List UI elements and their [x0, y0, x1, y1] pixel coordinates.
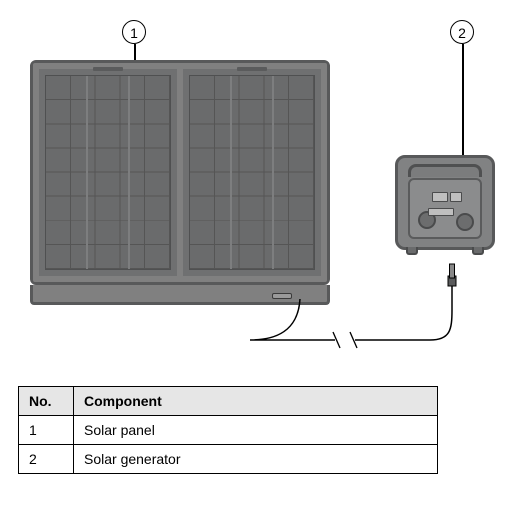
table-row: 1 Solar panel — [19, 416, 438, 445]
generator-face — [408, 178, 482, 239]
table-cell-component: Solar generator — [74, 445, 438, 474]
table-cell-no: 1 — [19, 416, 74, 445]
components-table: No. Component 1 Solar panel 2 Solar gene… — [18, 386, 438, 474]
generator-slot-2 — [450, 192, 462, 202]
callout-1: 1 — [122, 20, 146, 44]
callout-1-label: 1 — [130, 25, 138, 41]
components-diagram: 1 2 — [0, 0, 527, 360]
solar-panel-right — [180, 63, 327, 282]
generator-foot-right — [472, 247, 484, 255]
callout-2-leader — [462, 44, 464, 156]
generator-slot-3 — [428, 208, 454, 216]
table-header-row: No. Component — [19, 387, 438, 416]
solar-panel — [30, 60, 330, 305]
solar-generator — [395, 155, 495, 250]
table-header-no: No. — [19, 387, 74, 416]
callout-2-label: 2 — [458, 25, 466, 41]
generator-port-right — [456, 213, 474, 231]
callout-2: 2 — [450, 20, 474, 44]
solar-panel-base — [30, 285, 330, 305]
table-row: 2 Solar generator — [19, 445, 438, 474]
generator-foot-left — [406, 247, 418, 255]
generator-slot-1 — [432, 192, 448, 202]
generator-handle — [408, 164, 482, 177]
solar-panel-left — [33, 63, 180, 282]
table-header-component: Component — [74, 387, 438, 416]
solar-panel-body — [30, 60, 330, 285]
table-cell-no: 2 — [19, 445, 74, 474]
table-cell-component: Solar panel — [74, 416, 438, 445]
